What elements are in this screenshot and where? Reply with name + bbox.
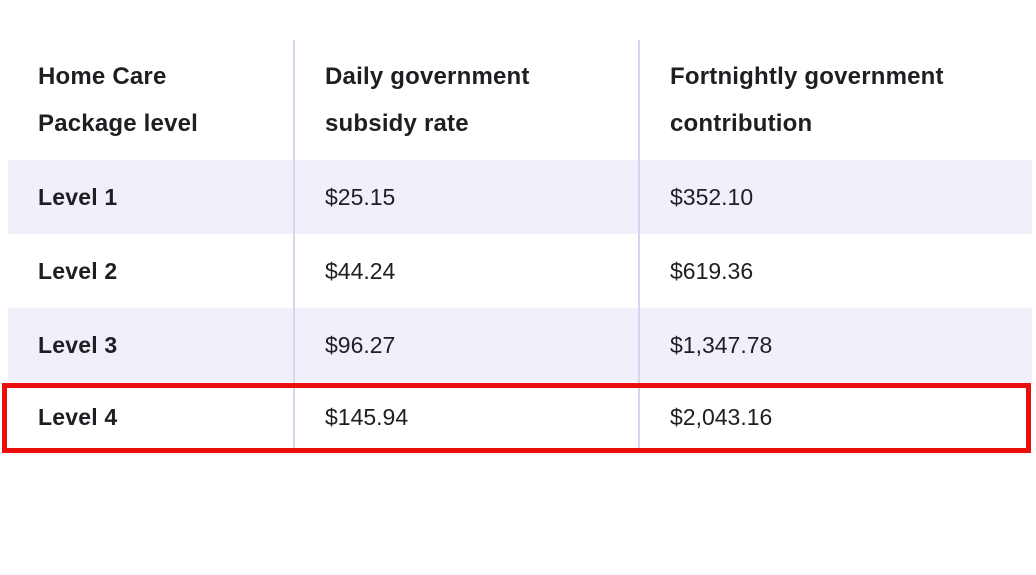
table-row-level-4: Level 4 $145.94 $2,043.16 [8, 382, 1032, 452]
table-row-level-1: Level 1 $25.15 $352.10 [8, 160, 1032, 234]
level-label: Level 2 [38, 257, 118, 284]
column-header-daily-subsidy: Daily government subsidy rate [293, 40, 638, 160]
daily-rate-value: $145.94 [293, 382, 638, 452]
level-label: Level 3 [38, 331, 118, 358]
table-header-row: Home Care Package level Daily government… [8, 40, 1032, 160]
fortnightly-value: $619.36 [638, 234, 1032, 308]
daily-rate-value: $44.24 [293, 234, 638, 308]
table-row-level-2: Level 2 $44.24 $619.36 [8, 234, 1032, 308]
fortnightly-value: $2,043.16 [638, 382, 1032, 452]
daily-rate-value: $96.27 [293, 308, 638, 382]
fortnightly-value: $1,347.78 [638, 308, 1032, 382]
column-header-fortnightly-contribution: Fortnightly government contribution [638, 40, 1032, 160]
fortnightly-value: $352.10 [638, 160, 1032, 234]
home-care-package-table: Home Care Package level Daily government… [2, 40, 1032, 453]
daily-rate-value: $25.15 [293, 160, 638, 234]
level-label: Level 1 [38, 183, 118, 210]
level-label: Level 4 [38, 403, 118, 430]
column-header-package-level: Home Care Package level [38, 63, 199, 137]
table-row-level-3: Level 3 $96.27 $1,347.78 [8, 308, 1032, 382]
